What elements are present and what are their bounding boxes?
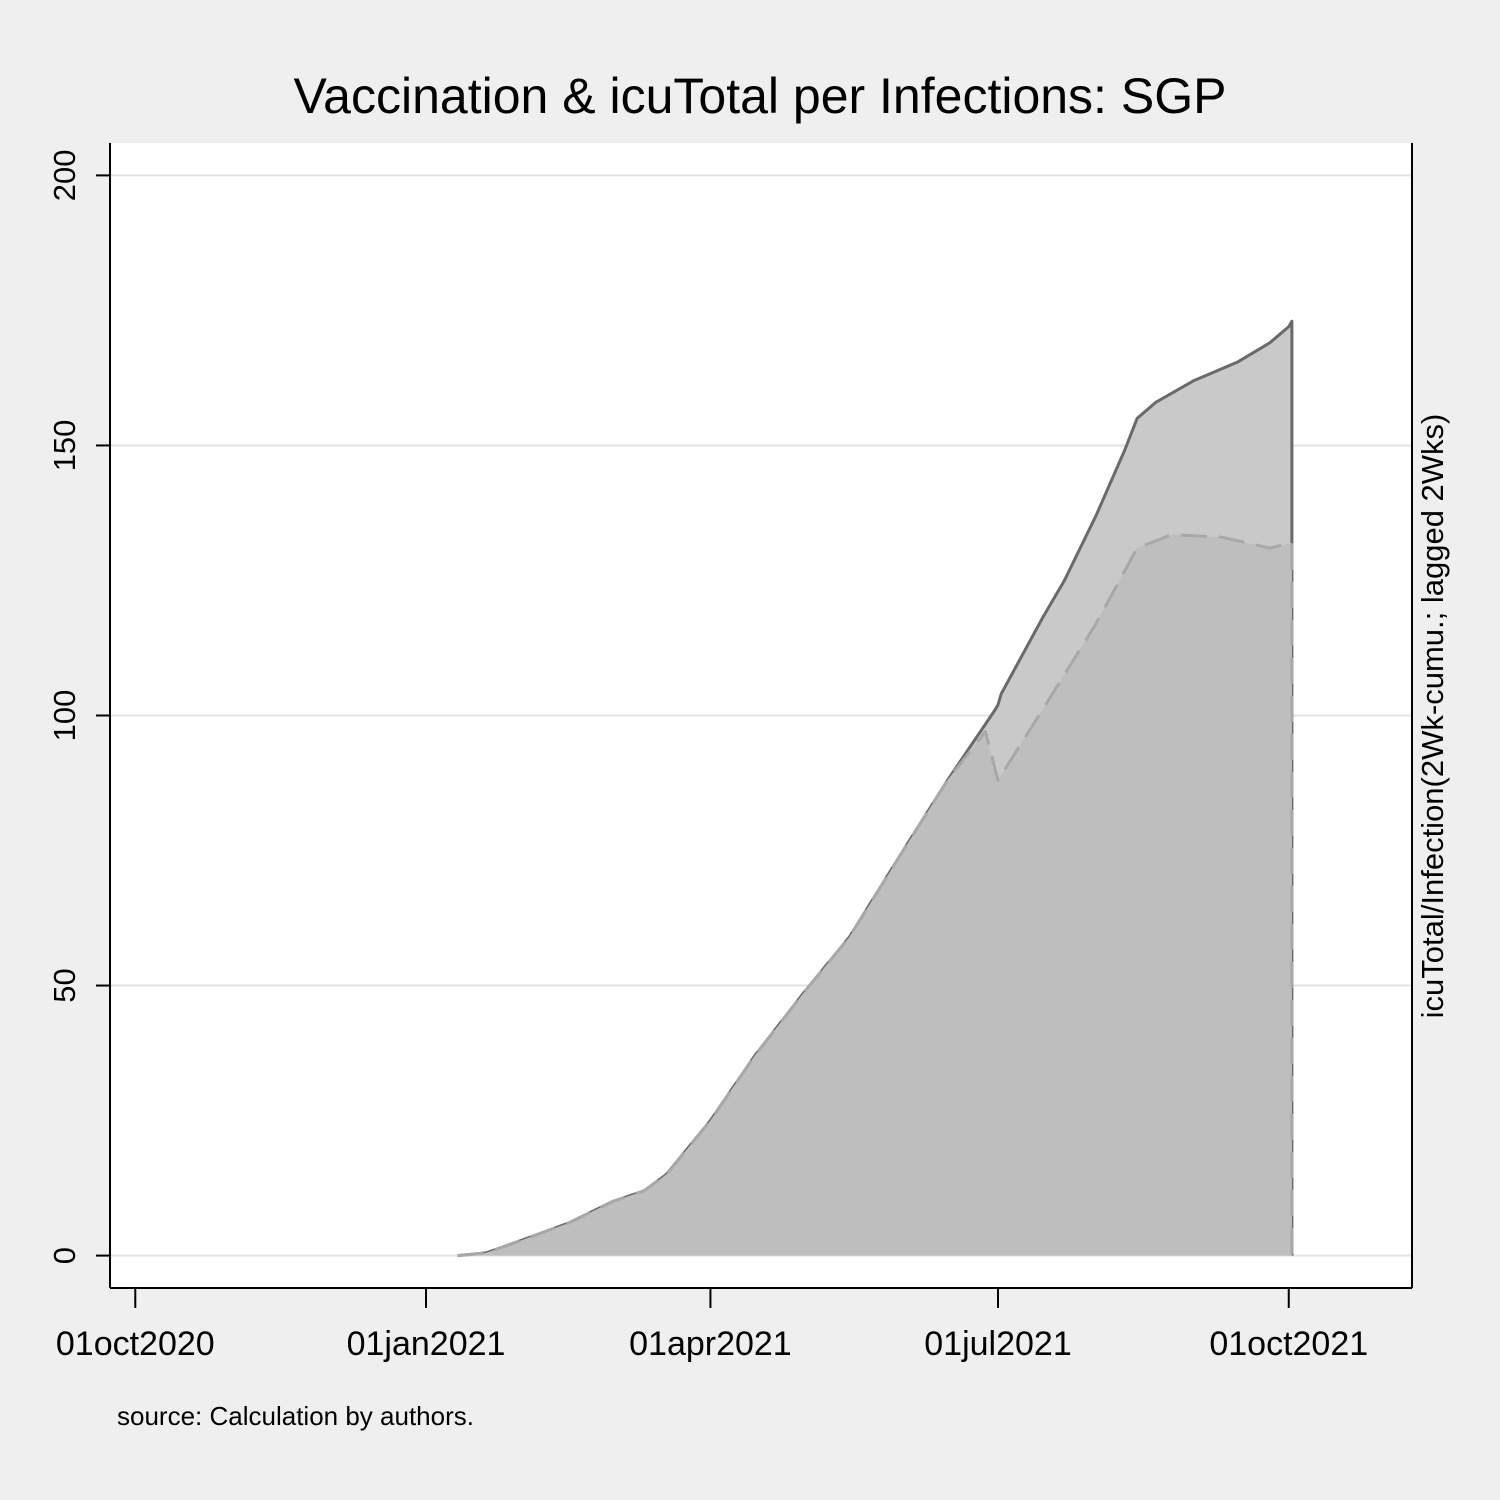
x-tick-label: 01jan2021 xyxy=(347,1325,506,1363)
x-tick-label: 01apr2021 xyxy=(629,1325,792,1363)
x-tick-label: 01oct2021 xyxy=(1209,1325,1368,1363)
chart-title: Vaccination & icuTotal per Infections: S… xyxy=(294,68,1227,124)
y-tick-label: 100 xyxy=(47,690,82,742)
right-axis-title: icuTotal/Infection(2Wk-cumu.; lagged 2Wk… xyxy=(1415,414,1450,1019)
series-line-1 xyxy=(457,319,1294,1258)
series-area-2 xyxy=(457,534,1292,1256)
source-note: source: Calculation by authors. xyxy=(117,1401,474,1431)
x-tick-label: 01oct2020 xyxy=(56,1325,215,1363)
y-tick-label: 200 xyxy=(47,150,82,202)
x-tick-label: 01jul2021 xyxy=(924,1325,1071,1363)
y-tick-label: 50 xyxy=(47,968,82,1002)
y-tick-label: 150 xyxy=(47,420,82,472)
y-tick-label: 0 xyxy=(47,1247,82,1264)
series-areas xyxy=(457,319,1294,1258)
axes: 0 50 100 150 200 01oct2020 01jan2021 01apr2021 0… xyxy=(47,143,1413,1363)
series-line-2 xyxy=(457,533,1294,1258)
